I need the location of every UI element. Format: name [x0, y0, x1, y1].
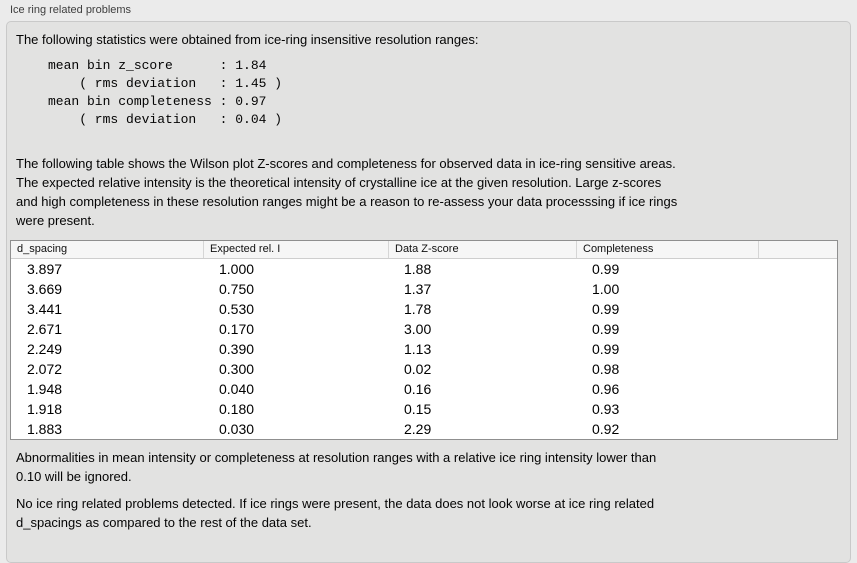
table-cell: 0.93	[592, 401, 620, 417]
table-row[interactable]: 2.072 0.300 0.02 0.98	[11, 359, 837, 379]
table-body: 3.897 1.000 1.88 0.99 3.669 0.750 1.37 1.00 3.44…	[11, 259, 837, 439]
conclusion-text: No ice ring related problems detected. I…	[16, 496, 655, 530]
table-cell: 2.249	[27, 341, 63, 357]
table-row[interactable]: 1.883 0.030 2.29 0.92	[11, 419, 837, 439]
table-cell: 0.530	[219, 301, 255, 317]
table-cell: 3.00	[404, 321, 432, 337]
table-cell: 0.96	[592, 381, 620, 397]
table-cell: 0.99	[592, 301, 620, 317]
table-cell: 1.948	[27, 381, 63, 397]
table-cell: 0.390	[219, 341, 255, 357]
table-cell: 2.29	[404, 421, 432, 437]
table-description-text: The following table shows the Wilson plo…	[16, 156, 678, 228]
table-cell: 1.883	[27, 421, 63, 437]
table-cell: 0.99	[592, 321, 620, 337]
table-cell: 0.92	[592, 421, 620, 437]
table-row[interactable]: 2.249 0.390 1.13 0.99	[11, 339, 837, 359]
table-cell: 2.671	[27, 321, 63, 337]
table-cell: 0.170	[219, 321, 255, 337]
table-row[interactable]: 1.918 0.180 0.15 0.93	[11, 399, 837, 419]
table-cell: 0.030	[219, 421, 255, 437]
table-cell: 0.040	[219, 381, 255, 397]
table-row[interactable]: 1.948 0.040 0.16 0.96	[11, 379, 837, 399]
ignore-threshold-text: Abnormalities in mean intensity or compl…	[16, 450, 657, 484]
column-header-d-spacing[interactable]: d_spacing	[17, 243, 68, 255]
intro-text: The following statistics were obtained f…	[16, 32, 479, 47]
table-row[interactable]: 3.669 0.750 1.37 1.00	[11, 279, 837, 299]
table-cell: 1.13	[404, 341, 432, 357]
ice-ring-panel: { "panel_title": "Ice ring related probl…	[6, 4, 851, 563]
summary-statistics-block: mean bin z_score : 1.84 ( rms deviation …	[48, 58, 283, 127]
column-header-data-z-score[interactable]: Data Z-score	[388, 241, 576, 258]
table-cell: 0.300	[219, 361, 255, 377]
table-cell: 0.99	[592, 341, 620, 357]
table-cell: 0.99	[592, 261, 620, 277]
table-cell: 3.669	[27, 281, 63, 297]
table-cell: 1.00	[592, 281, 620, 297]
table-cell: 3.897	[27, 261, 63, 277]
table-row[interactable]: 3.441 0.530 1.78 0.99	[11, 299, 837, 319]
table-row[interactable]: 3.897 1.000 1.88 0.99	[11, 259, 837, 279]
table-cell: 0.16	[404, 381, 432, 397]
table-cell: 1.000	[219, 261, 255, 277]
table-cell: 1.37	[404, 281, 432, 297]
table-cell: 0.02	[404, 361, 432, 377]
panel-title: Ice ring related problems	[10, 4, 132, 16]
column-header-empty[interactable]	[758, 241, 837, 258]
table-cell: 3.441	[27, 301, 63, 317]
ice-ring-table[interactable]: d_spacing Expected rel. I Data Z-score C…	[10, 240, 838, 440]
table-row[interactable]: 2.671 0.170 3.00 0.99	[11, 319, 837, 339]
table-cell: 0.98	[592, 361, 620, 377]
table-cell: 0.15	[404, 401, 432, 417]
column-header-expected-rel-i[interactable]: Expected rel. I	[203, 241, 388, 258]
table-cell: 0.180	[219, 401, 255, 417]
table-cell: 1.918	[27, 401, 63, 417]
table-cell: 1.78	[404, 301, 432, 317]
table-cell: 2.072	[27, 361, 63, 377]
table-cell: 0.750	[219, 281, 255, 297]
table-header-row: d_spacing Expected rel. I Data Z-score C…	[11, 241, 837, 259]
table-cell: 1.88	[404, 261, 432, 277]
column-header-completeness[interactable]: Completeness	[576, 241, 758, 258]
